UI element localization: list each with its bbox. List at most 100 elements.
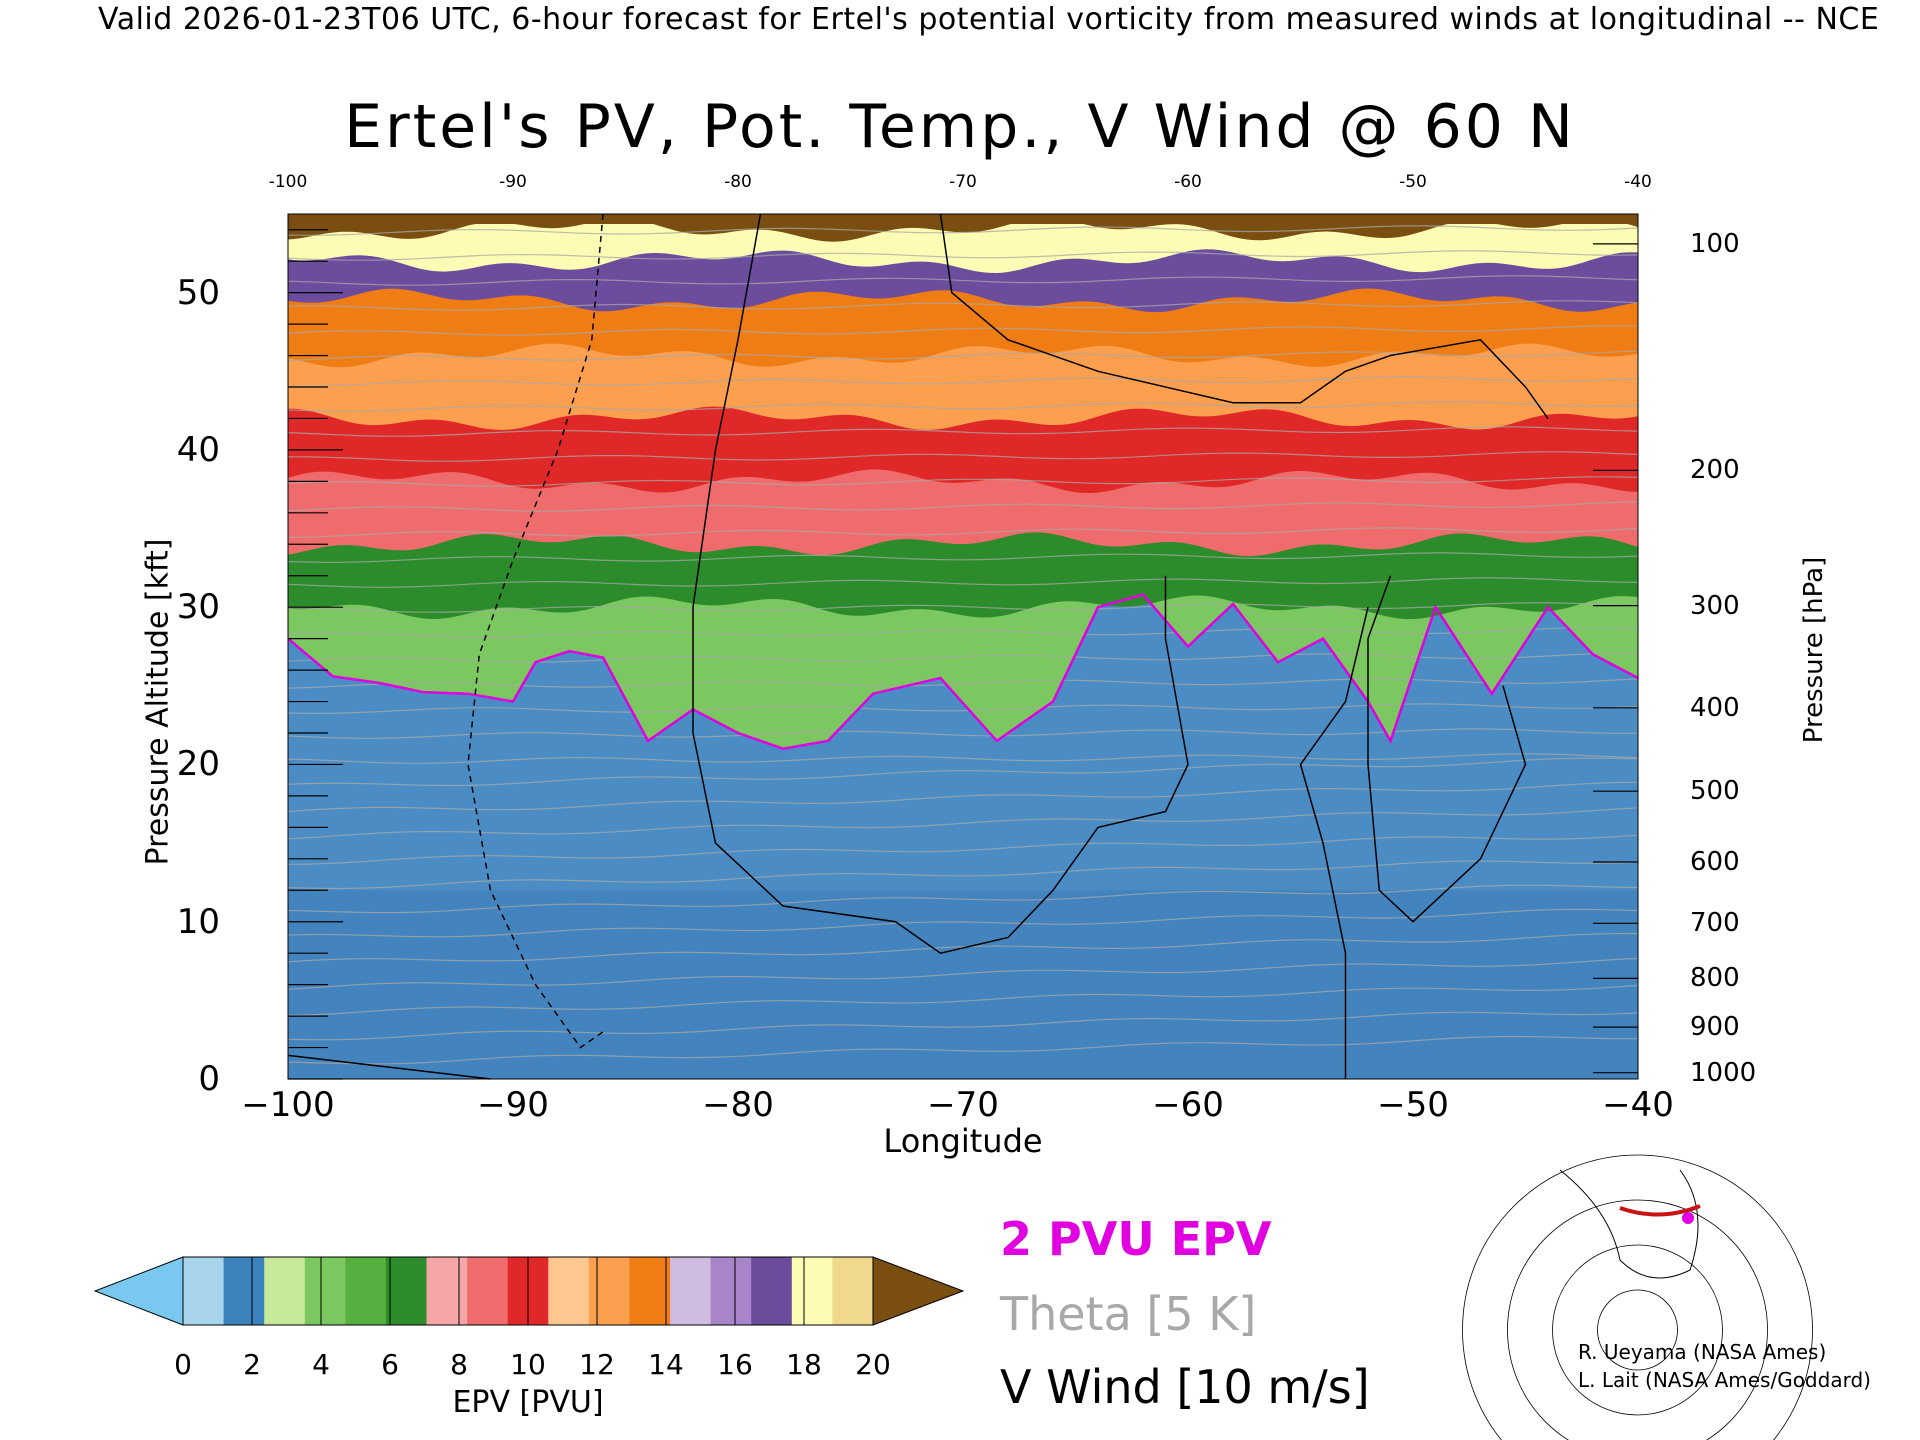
inset-map-coastline	[1559, 1169, 1699, 1279]
colorbar-swatch	[426, 1257, 468, 1325]
pressure-tick-label: 700	[1690, 908, 1740, 939]
y-tick-label: 30	[176, 587, 220, 628]
inset-map-section-line	[1619, 1204, 1701, 1217]
theta-contour	[287, 652, 1638, 663]
y-tick-label: 20	[176, 744, 220, 785]
plot-frame	[287, 213, 1639, 1080]
pressure-tick-label: 900	[1690, 1012, 1740, 1043]
theta-contour	[287, 602, 1639, 613]
theta-contour	[287, 753, 1639, 764]
x-top-tick-label: -100	[268, 172, 308, 192]
x-tick-label: −90	[477, 1085, 549, 1125]
epv-band-top	[288, 214, 1638, 224]
legend-vwind: V Wind [10 m/s]	[1000, 1360, 1370, 1414]
colorbar-swatch	[183, 1257, 225, 1325]
theta-contour	[287, 501, 1639, 512]
theta-contour	[287, 781, 1639, 813]
x-top-tick-label: -90	[499, 172, 527, 192]
colorbar-swatch	[670, 1257, 712, 1325]
theta-contour	[287, 451, 1639, 462]
pressure-tick-label: 1000	[1690, 1057, 1757, 1088]
colorbar-swatch	[629, 1257, 671, 1325]
y-tick-label: 10	[176, 901, 220, 942]
inset-map-marker	[1682, 1212, 1694, 1224]
colorbar-label: EPV [PVU]	[452, 1385, 604, 1420]
colorbar-tick-label: 8	[450, 1348, 468, 1381]
theta-contour	[287, 884, 1639, 914]
colorbar-swatch	[751, 1257, 793, 1325]
pressure-tick-label: 400	[1690, 692, 1740, 723]
colorbar-tick-label: 14	[648, 1348, 684, 1381]
inset-map-latitude-circle	[1597, 1289, 1678, 1371]
credit-line-1: R. Ueyama (NASA Ames)	[1578, 1340, 1827, 1364]
theta-contour	[287, 807, 1639, 840]
colorbar-tick-label: 0	[174, 1348, 192, 1381]
inset-map-background	[1540, 1150, 1735, 1300]
header-caption: Valid 2026-01-23T06 UTC, 6-hour forecast…	[0, 2, 1920, 42]
theta-contour	[287, 325, 1639, 336]
colorbar-frame	[182, 1256, 874, 1326]
theta-contour	[287, 728, 1639, 739]
colorbar-tick-label: 18	[786, 1348, 822, 1381]
legend-theta: Theta [5 K]	[1000, 1287, 1257, 1341]
theta-contour	[287, 908, 1639, 938]
colorbar-tick-label: 6	[381, 1348, 399, 1381]
pressure-tick-label: 500	[1690, 776, 1740, 807]
colorbar-swatch	[345, 1257, 387, 1325]
x-top-tick-label: -50	[1399, 172, 1427, 192]
x-tick-label: −40	[1602, 1085, 1674, 1125]
x-axis-label: Longitude	[883, 1122, 1043, 1160]
theta-contour	[287, 932, 1639, 963]
vwind-contour	[1299, 607, 1369, 1079]
colorbar-swatch	[548, 1257, 590, 1325]
theta-contour	[287, 627, 1639, 638]
colorbar-swatch	[588, 1257, 630, 1325]
theta-contour	[287, 860, 1639, 890]
colorbar-tick-label: 4	[312, 1348, 330, 1381]
colorbar-tick-label: 16	[717, 1348, 753, 1381]
colorbar-tick-label: 20	[855, 1348, 891, 1381]
vwind-contour	[1367, 575, 1527, 923]
x-tick-label: −80	[702, 1085, 774, 1125]
colorbar-swatch	[385, 1257, 427, 1325]
theta-contour	[287, 350, 1639, 362]
theta-contour	[287, 757, 1639, 787]
vwind-contour	[692, 213, 1189, 955]
colorbar-tick-label: 2	[243, 1348, 261, 1381]
colorbar-swatch	[223, 1257, 265, 1325]
pressure-tick-label: 100	[1690, 228, 1740, 259]
y-tick-label: 0	[198, 1059, 220, 1099]
theta-contour	[287, 957, 1639, 990]
pressure-tick-label: 300	[1690, 590, 1740, 621]
colorbar-swatch	[264, 1257, 306, 1325]
inset-map-latitude-circle	[1462, 1154, 1813, 1440]
header-text: Valid 2026-01-23T06 UTC, 6-hour forecast…	[98, 2, 1880, 37]
colorbar-swatch	[304, 1257, 346, 1325]
colorbar-tick-label: 10	[510, 1348, 546, 1381]
theta-contour	[287, 552, 1639, 563]
theta-contour	[287, 1035, 1638, 1065]
colorbar-over-arrow	[872, 1256, 965, 1326]
theta-contour	[287, 275, 1639, 286]
theta-contour	[287, 476, 1639, 487]
theta-contour	[287, 527, 1639, 538]
theta-contour	[287, 984, 1639, 1016]
x-tick-label: −100	[241, 1085, 335, 1125]
theta-contour	[287, 426, 1639, 437]
pv-2pvu-contour	[287, 593, 1639, 750]
colorbar-swatch	[791, 1257, 833, 1325]
x-tick-label: −50	[1377, 1085, 1449, 1125]
x-tick-label: −70	[927, 1085, 999, 1125]
theta-contour	[287, 577, 1639, 588]
theta-contour	[287, 1011, 1639, 1041]
theta-contour	[287, 250, 1639, 261]
pressure-tick-label: 600	[1690, 846, 1740, 877]
theta-contour	[287, 678, 1639, 689]
chart-title: Ertel's PV, Pot. Temp., V Wind @ 60 N	[344, 92, 1576, 162]
x-top-tick-label: -80	[724, 172, 752, 192]
theta-contour	[287, 401, 1639, 412]
theta-contour	[287, 834, 1639, 865]
theta-contour	[287, 703, 1639, 715]
theta-contour	[288, 376, 1639, 387]
x-top-tick-label: -70	[949, 172, 977, 192]
